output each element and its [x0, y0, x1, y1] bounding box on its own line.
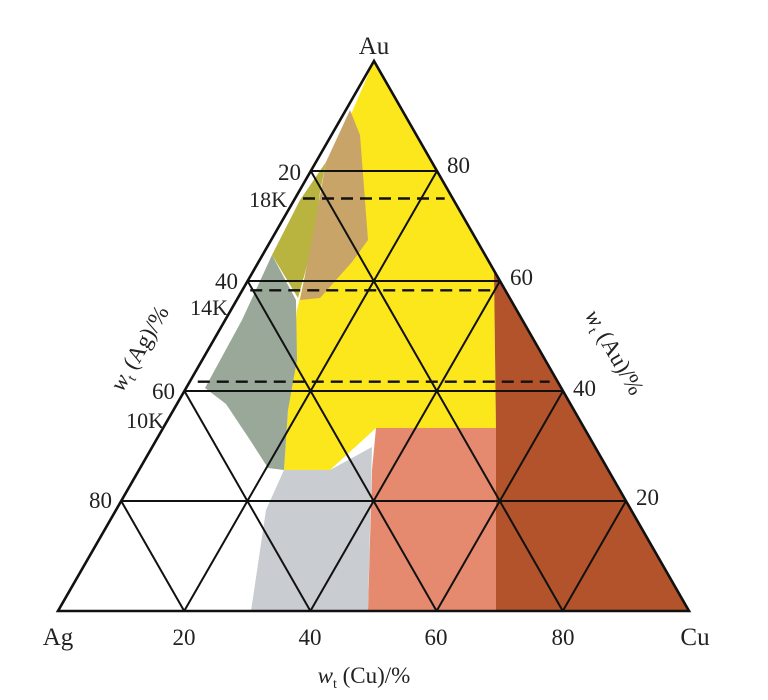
axis-title-cu: wt (Cu)/% — [318, 663, 411, 692]
region-gray-green — [205, 255, 297, 470]
grid-line-ag-40 — [246, 280, 438, 612]
tick-right-20: 20 — [636, 485, 659, 510]
tick-left-40: 40 — [215, 269, 238, 294]
grid-line-cu-60 — [435, 390, 564, 612]
region-tan — [300, 110, 368, 300]
tick-left-80: 80 — [89, 488, 112, 513]
tick-left-20: 20 — [278, 160, 301, 185]
grid-line-ag-60 — [183, 390, 312, 612]
ternary-grid — [120, 170, 627, 612]
karat-label-14k: 14K — [190, 295, 228, 320]
vertex-label-cu: Cu — [680, 624, 710, 651]
triangle-outline — [55, 58, 692, 613]
grid-line-ag-80 — [120, 500, 186, 612]
vertex-label-au: Au — [359, 33, 390, 60]
grid-line-cu-40 — [309, 280, 501, 612]
karat-label-18k: 18K — [249, 187, 287, 212]
tick-right-60: 60 — [510, 265, 533, 290]
tick-bottom-40: 40 — [299, 625, 322, 650]
tick-left-60: 60 — [152, 379, 175, 404]
tick-bottom-20: 20 — [173, 625, 196, 650]
region-salmon — [368, 428, 496, 611]
tick-right-80: 80 — [447, 153, 470, 178]
region-olive — [272, 162, 326, 298]
region-light-gray — [251, 447, 372, 611]
tick-bottom-80: 80 — [552, 625, 575, 650]
tick-bottom-60: 60 — [425, 625, 448, 650]
vertex-label-ag: Ag — [43, 624, 74, 651]
grid-line-cu-80 — [561, 500, 627, 612]
karat-label-10k: 10K — [126, 408, 164, 433]
tick-right-40: 40 — [573, 376, 596, 401]
